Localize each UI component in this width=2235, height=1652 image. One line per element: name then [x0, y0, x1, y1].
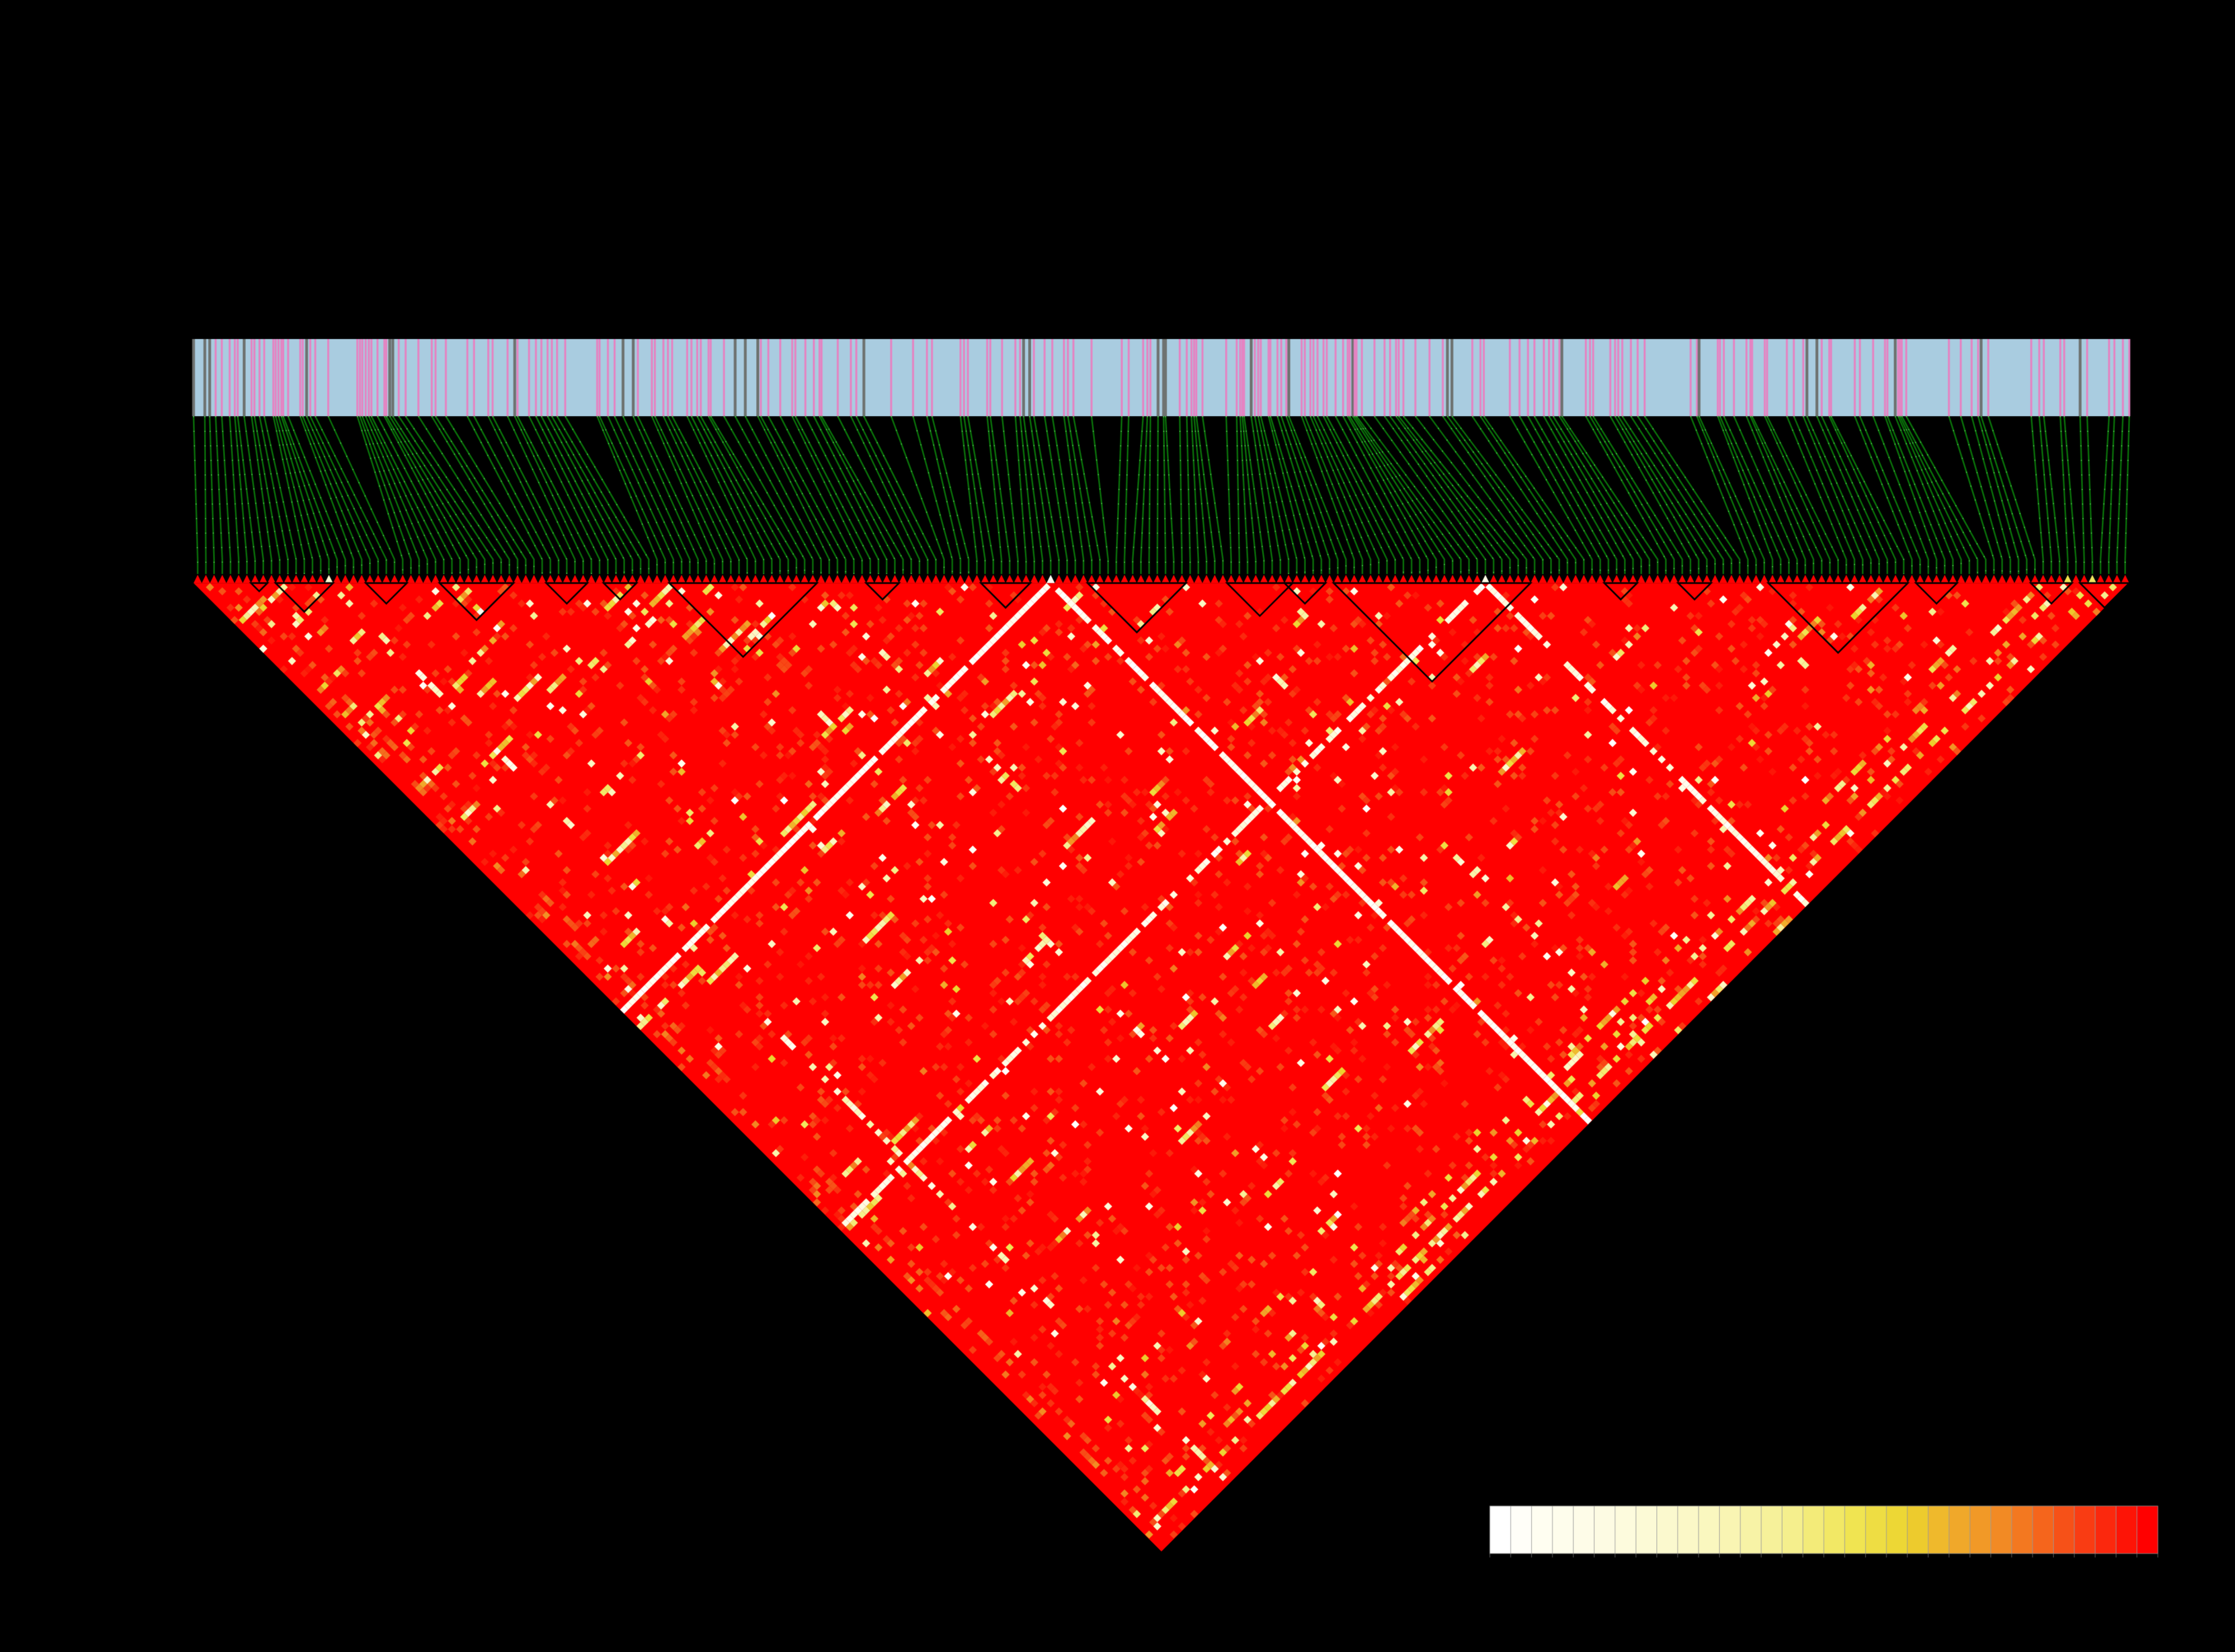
ld-heatmap-canvas — [0, 0, 2235, 1652]
figure-root — [0, 0, 2235, 1652]
